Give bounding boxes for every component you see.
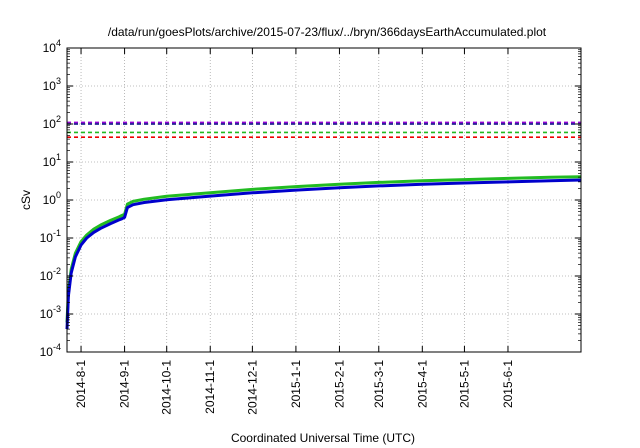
x-tick-label: 2015-2-1 xyxy=(332,360,346,408)
y-tick-label: 10-3 xyxy=(40,304,61,321)
series-layer xyxy=(65,175,582,330)
reference-lines xyxy=(67,121,581,138)
y-tick-label: 100 xyxy=(43,190,61,207)
x-tick-label: 2014-10-1 xyxy=(160,360,174,415)
x-tick-label: 2015-4-1 xyxy=(415,360,429,408)
y-tick-label: 10-2 xyxy=(40,266,61,283)
y-tick-label: 103 xyxy=(43,76,61,93)
y-tick-label: 102 xyxy=(43,114,61,131)
y-tick-label: 101 xyxy=(43,152,61,169)
y-tick-label: 104 xyxy=(43,38,61,55)
x-axis-label: Coordinated Universal Time (UTC) xyxy=(231,431,415,445)
tick-layer xyxy=(67,47,581,353)
y-tick-label: 10-1 xyxy=(40,228,61,245)
y-axis-label: cSv xyxy=(19,190,33,210)
x-tick-label: 2014-9-1 xyxy=(118,360,132,408)
series-line-1 xyxy=(65,175,582,323)
x-tick-label: 2015-6-1 xyxy=(501,360,515,408)
x-tick-label: 2015-1-1 xyxy=(289,360,303,408)
chart-title: /data/run/goesPlots/archive/2015-07-23/f… xyxy=(108,25,547,39)
x-tick-label: 2015-3-1 xyxy=(372,360,386,408)
x-tick-label: 2014-12-1 xyxy=(245,360,259,415)
y-tick-label: 10-4 xyxy=(40,342,61,359)
series-line-2 xyxy=(65,178,582,330)
x-tick-label: 2014-8-1 xyxy=(74,360,88,408)
x-tick-label: 2014-11-1 xyxy=(203,360,217,414)
x-tick-label: 2015-5-1 xyxy=(457,360,471,408)
y-tick-labels: 10-4 10-3 10-2 10-1 100 101 102 103 104 xyxy=(40,38,61,359)
x-tick-labels: 2014-8-1 2014-9-1 2014-10-1 2014-11-1 2014-1… xyxy=(74,360,515,415)
